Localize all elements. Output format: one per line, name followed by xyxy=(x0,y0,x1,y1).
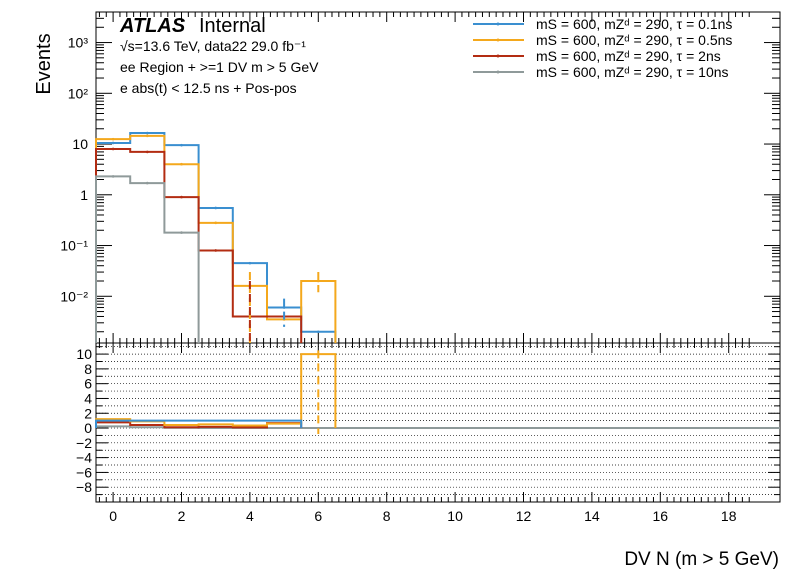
main-data-point xyxy=(248,261,252,265)
legend-marker xyxy=(496,54,500,58)
ratio-axis-ticks xyxy=(96,343,780,503)
main-series-group xyxy=(95,131,337,343)
main-series-line xyxy=(95,147,303,343)
ratio-y-tick-label: −2 xyxy=(76,435,92,451)
x-tick-label: 18 xyxy=(721,508,737,524)
main-y-tick-label: 10⁻² xyxy=(60,288,88,304)
x-axis-label: DV N (m > 5 GeV) xyxy=(624,549,779,570)
internal-label: Internal xyxy=(199,15,266,37)
legend-label: mS = 600, mZᵈ = 290, τ = 0.5ns xyxy=(536,32,732,48)
main-y-tick-label: 10⁻¹ xyxy=(60,238,88,254)
x-tick-label: 14 xyxy=(584,508,600,524)
main-data-point xyxy=(146,131,149,135)
x-tick-label: 12 xyxy=(516,508,532,524)
legend-label: mS = 600, mZᵈ = 290, τ = 0.1ns xyxy=(536,16,732,32)
main-data-point xyxy=(214,249,217,252)
x-tick-label: 2 xyxy=(178,508,186,524)
main-y-tick-label: 1 xyxy=(80,187,88,203)
main-data-point xyxy=(180,195,183,199)
ratio-series-line xyxy=(95,419,303,429)
x-tick-label: 6 xyxy=(314,508,322,524)
main-data-point xyxy=(111,141,115,145)
y-axis-label: Events xyxy=(33,33,55,94)
main-data-point xyxy=(111,137,115,141)
x-tick-labels: 0 2 4 6 8 10 12 14 16 18 xyxy=(109,508,736,524)
x-tick-label: 10 xyxy=(447,508,463,524)
main-data-point xyxy=(214,206,217,210)
main-y-tick-label: 10² xyxy=(68,85,89,101)
main-data-point xyxy=(111,175,115,178)
main-data-point xyxy=(317,330,320,334)
main-y-tick-label: 10³ xyxy=(68,35,89,51)
atlas-label: ATLAS xyxy=(119,15,186,37)
annotation-region: ee Region + >=1 DV m > 5 GeV xyxy=(120,59,319,75)
legend-marker xyxy=(496,70,500,74)
main-series-1 xyxy=(95,134,337,343)
legend-marker xyxy=(496,22,500,26)
ratio-y-tick-label: 8 xyxy=(84,361,92,377)
ratio-gridlines xyxy=(96,346,780,503)
x-tick-label: 4 xyxy=(246,508,254,524)
main-data-point xyxy=(146,150,149,154)
legend-label: mS = 600, mZᵈ = 290, τ = 10ns xyxy=(536,64,729,80)
annotation-timing: e abs(t) < 12.5 ns + Pos-pos xyxy=(120,80,297,96)
ratio-y-tick-label: −4 xyxy=(76,450,92,466)
ratio-series-3 xyxy=(95,419,303,429)
x-tick-label: 16 xyxy=(653,508,669,524)
main-axis-ticks xyxy=(96,11,780,343)
x-tick-label: 0 xyxy=(109,508,117,524)
main-data-point xyxy=(180,231,183,234)
legend-label: mS = 600, mZᵈ = 290, τ = 2ns xyxy=(536,48,721,64)
ratio-y-tick-label: 6 xyxy=(84,376,92,392)
main-series-3 xyxy=(95,175,200,343)
main-data-point xyxy=(146,134,149,138)
main-data-point xyxy=(180,162,183,166)
ratio-y-tick-label: −8 xyxy=(76,479,92,495)
ratio-y-tick-label: 10 xyxy=(76,346,92,362)
ratio-y-tick-label: 2 xyxy=(84,405,92,421)
main-y-tick-label: 10 xyxy=(72,136,88,152)
x-tick-label: 8 xyxy=(383,508,391,524)
annotation-energy: √s=13.6 TeV, data22 29.0 fb⁻¹ xyxy=(120,38,306,54)
main-data-point xyxy=(111,147,115,151)
main-data-point xyxy=(282,306,286,309)
ratio-y-tick-label: 4 xyxy=(84,390,92,406)
main-data-point xyxy=(317,279,320,283)
ratio-y-tick-label: −6 xyxy=(76,464,92,480)
main-data-point xyxy=(180,143,183,147)
main-y-tick-labels: 10⁻² 10⁻¹ 1 10 10² 10³ xyxy=(60,35,88,305)
legend-marker xyxy=(496,38,500,42)
main-data-point xyxy=(146,181,149,185)
ratio-y-tick-label: 0 xyxy=(84,420,92,436)
ratio-series-group xyxy=(95,350,780,434)
main-data-point xyxy=(214,221,217,225)
